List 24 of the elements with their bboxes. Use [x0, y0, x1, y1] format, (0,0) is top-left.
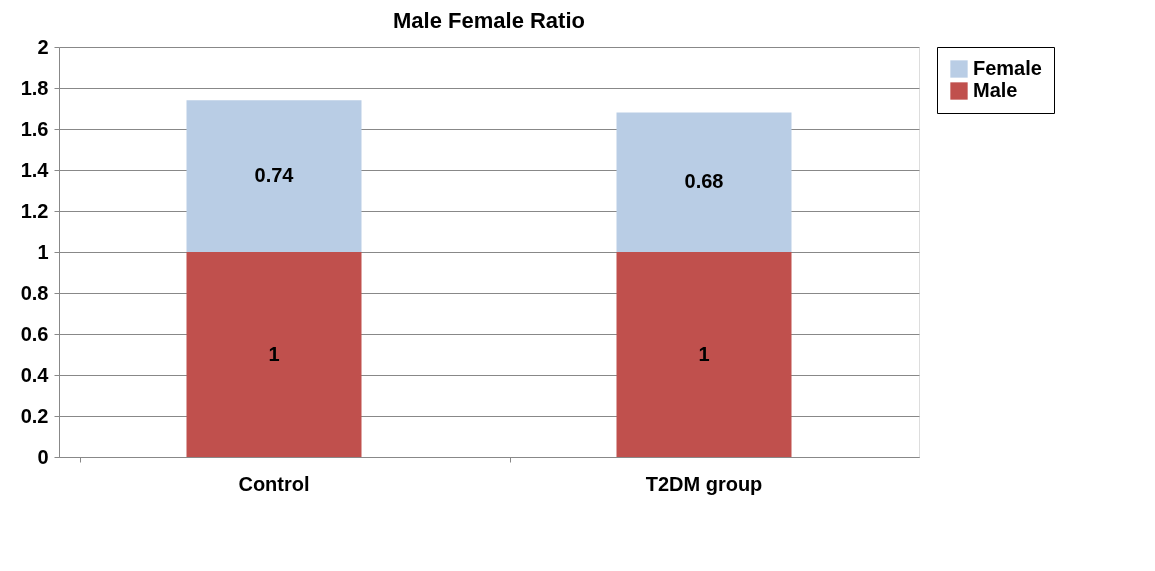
y-tick-label: 0.2 — [20, 404, 49, 427]
y-tick-label: 0.6 — [20, 322, 49, 345]
y-tick-label: 0 — [37, 445, 49, 468]
data-label: 1 — [698, 342, 710, 365]
bar — [186, 252, 362, 457]
data-label: 1 — [268, 342, 280, 365]
data-label: 0.68 — [684, 170, 724, 193]
bar — [616, 112, 792, 252]
x-tick-label: T2DM group — [645, 472, 763, 495]
y-tick-label: 0.4 — [20, 363, 50, 386]
bar — [186, 100, 362, 252]
data-label: 0.74 — [254, 164, 295, 187]
y-tick-label: 0.8 — [20, 281, 49, 304]
y-tick-label: 1 — [37, 240, 49, 263]
y-tick-label: 2 — [37, 35, 49, 58]
y-tick-label: 1.6 — [20, 117, 49, 140]
legend-label: Male — [973, 79, 1018, 101]
y-tick-label: 1.4 — [20, 158, 50, 181]
bar — [616, 252, 792, 457]
chart-title: Male Female Ratio — [393, 8, 585, 33]
y-tick-label: 1.8 — [20, 76, 49, 99]
y-tick-label: 1.2 — [20, 199, 49, 222]
x-tick-label: Control — [238, 472, 310, 495]
legend-label: Female — [973, 57, 1042, 79]
